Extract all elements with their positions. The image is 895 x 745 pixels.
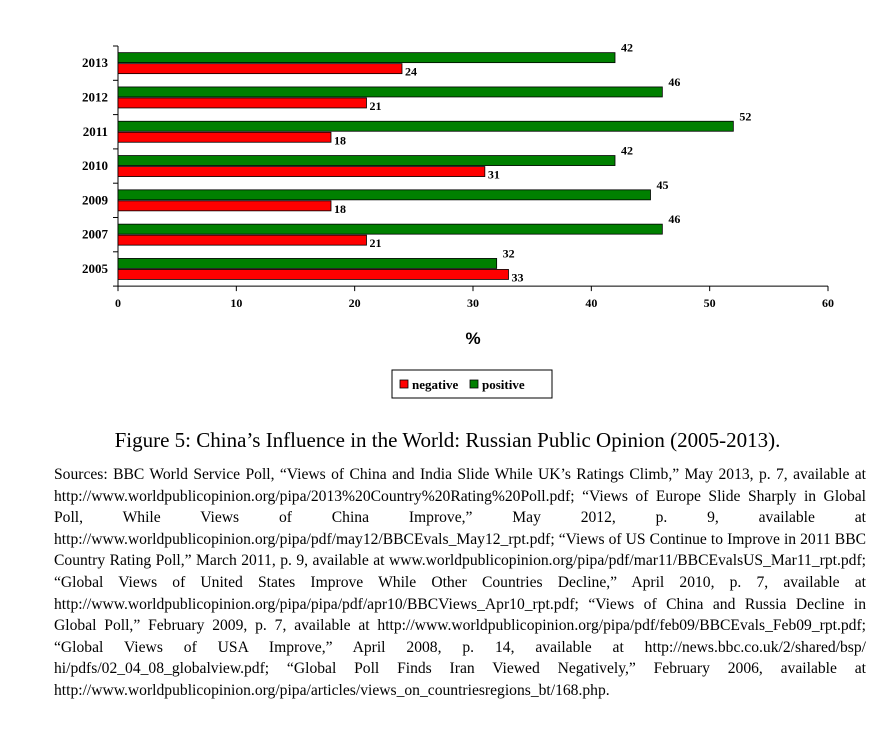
data-label-negative: 18 (334, 133, 346, 147)
bar-negative (117, 200, 332, 212)
data-label-positive: 42 (621, 144, 633, 158)
data-label-negative: 31 (488, 168, 500, 182)
data-label-positive: 52 (739, 109, 751, 123)
x-axis-label: % (465, 329, 480, 348)
legend-label-negative: negative (412, 377, 458, 392)
data-label-positive: 32 (503, 246, 515, 260)
data-label-positive: 45 (657, 178, 669, 192)
bar-positive (117, 189, 651, 201)
y-tick-label: 2013 (82, 55, 109, 70)
bar-positive (117, 155, 616, 166)
data-label-negative: 18 (334, 202, 346, 216)
data-label-negative: 33 (512, 270, 524, 284)
legend-swatch-positive (469, 379, 479, 389)
bar-negative (117, 234, 367, 246)
bar-positive (117, 223, 663, 235)
y-tick-label: 2010 (82, 158, 108, 173)
sources-text: Sources: BBC World Service Poll, “Views … (54, 466, 866, 699)
bar-positive (117, 52, 616, 64)
y-tick-label: 2012 (82, 89, 108, 104)
figure-caption: Figure 5: China’s Influence in the World… (114, 428, 781, 452)
data-label-negative: 21 (370, 99, 382, 113)
data-label-positive: 46 (668, 212, 680, 226)
bar-positive (117, 258, 498, 269)
x-tick-label: 0 (115, 296, 121, 310)
x-tick-label: 50 (704, 296, 716, 310)
y-tick-label: 2011 (83, 124, 108, 139)
x-tick-label: 30 (467, 296, 479, 310)
bar-chart: 0 10 20 30 40 50 60% 2013 42 24 2012 46 21 2011 52 18 20… (82, 41, 834, 399)
y-tick-label: 2005 (82, 261, 109, 276)
data-label-negative: 21 (370, 236, 382, 250)
x-tick-label: 60 (822, 296, 834, 310)
legend-swatch-negative (399, 379, 409, 389)
bar-negative (117, 131, 332, 143)
bar-negative (117, 97, 367, 109)
bar-positive (117, 86, 663, 98)
legend-label-positive: positive (482, 377, 525, 392)
x-tick-label: 40 (585, 296, 597, 310)
x-tick-label: 20 (349, 296, 361, 310)
bar-negative (117, 63, 403, 75)
y-tick-label: 2007 (82, 227, 109, 242)
data-label-positive: 42 (621, 41, 633, 55)
x-tick-label: 10 (230, 296, 242, 310)
data-label-positive: 46 (668, 75, 680, 89)
y-tick-label: 2009 (82, 192, 109, 207)
bar-negative (117, 269, 509, 280)
bar-positive (117, 120, 734, 132)
data-label-negative: 24 (405, 65, 417, 79)
bar-negative (117, 166, 486, 177)
